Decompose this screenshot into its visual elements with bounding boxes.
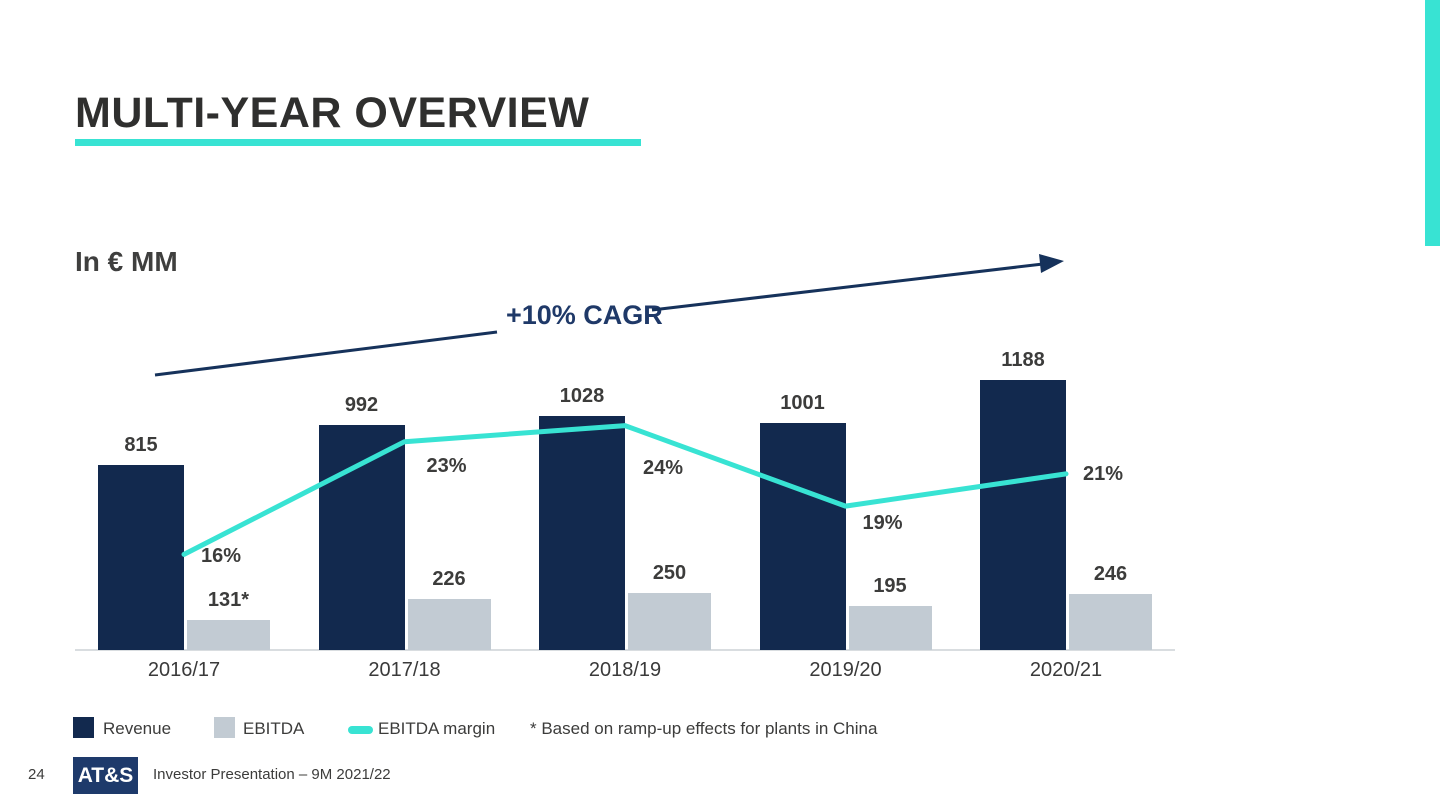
page-number: 24: [28, 766, 45, 783]
x-axis-line: [75, 649, 1175, 651]
legend-swatch-ebitda: [214, 717, 235, 738]
x-axis-label: 2018/19: [588, 659, 662, 681]
legend-label-ebitda: EBITDA: [243, 719, 305, 738]
ebitda-bar: [187, 620, 270, 650]
revenue-value-label: 1001: [780, 392, 825, 414]
ebitda-bar: [628, 593, 711, 650]
revenue-value-label: 1188: [1001, 349, 1045, 371]
ebitda-value-label: 195: [873, 575, 907, 597]
legend-swatch-ebitda-margin: [348, 726, 373, 734]
footer-text: Investor Presentation – 9M 2021/22: [153, 766, 391, 783]
ebitda-value-label: 131*: [207, 589, 250, 611]
ebitda-value-label: 250: [652, 562, 687, 584]
ats-logo-text: AT&S: [77, 763, 134, 787]
legend-label-revenue: Revenue: [103, 719, 172, 738]
revenue-value-label: 815: [124, 434, 158, 456]
accent-bar: [1425, 0, 1440, 246]
legend-label-ebitda-margin: EBITDA margin: [378, 719, 496, 738]
margin-value-label: 21%: [1083, 462, 1124, 485]
cagr-label: +10% CAGR: [506, 300, 663, 330]
revenue-value-label: 1028: [559, 385, 605, 407]
ats-logo: AT&S: [73, 757, 138, 794]
ebitda-bar: [848, 606, 932, 650]
slide-title: MULTI-YEAR OVERVIEW: [75, 89, 590, 137]
x-axis-label: 2020/21: [1029, 659, 1103, 681]
ebitda-value-label: 226: [432, 568, 466, 590]
revenue-value-label: 992: [344, 394, 379, 416]
x-axis-label: 2017/18: [368, 659, 441, 681]
ebitda-value-label: 246: [1093, 563, 1128, 585]
ebitda-bar: [1069, 594, 1152, 650]
x-axis-label: 2019/20: [809, 659, 882, 681]
legend-swatch-revenue: [73, 717, 94, 738]
x-axis-label: 2016/17: [147, 659, 221, 681]
ebitda-bar: [407, 599, 491, 650]
footnote: * Based on ramp-up effects for plants in…: [530, 719, 878, 738]
unit-label: In € MM: [75, 246, 178, 277]
revenue-bar: [98, 465, 184, 650]
title-underline: [75, 139, 641, 146]
